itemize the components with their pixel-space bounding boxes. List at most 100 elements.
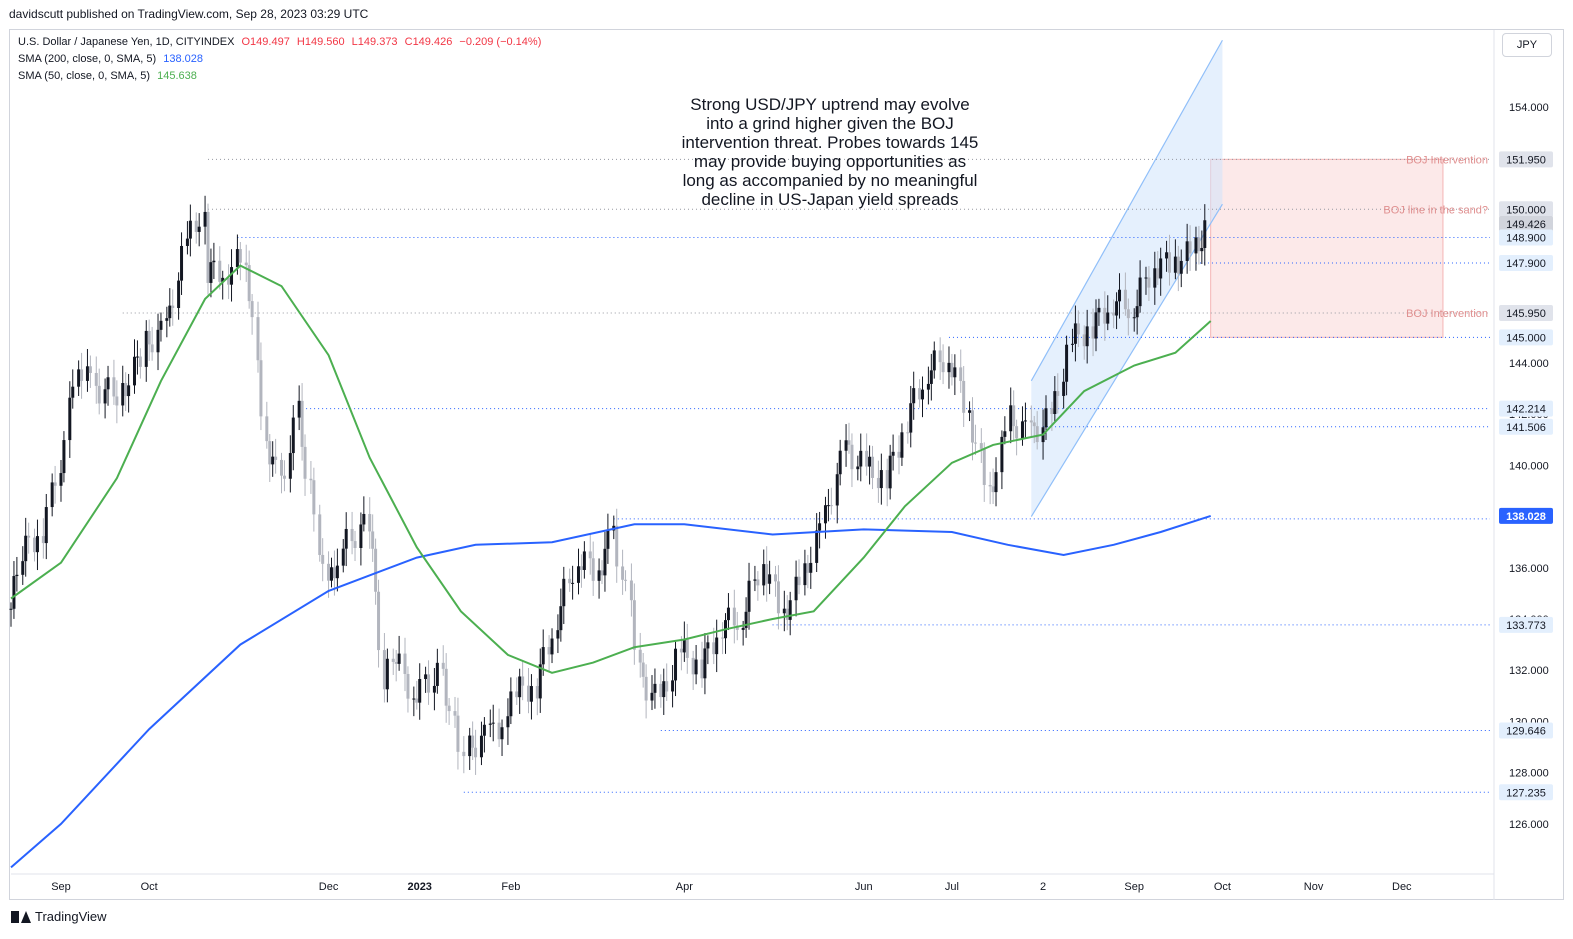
symbol-name[interactable]: U.S. Dollar / Japanese Yen, 1D, CITYINDE… — [18, 36, 235, 48]
candle-body — [15, 574, 19, 577]
candle-body — [197, 226, 201, 232]
candle-body — [521, 676, 525, 686]
candle-body — [700, 659, 704, 679]
y-tick-label: 128.000 — [1509, 768, 1549, 780]
candle-body — [1194, 237, 1198, 254]
candle-body — [829, 505, 833, 507]
candle-body — [403, 653, 407, 674]
candle-body — [9, 608, 13, 610]
open-value: O149.497 — [241, 36, 290, 48]
candle-body — [950, 362, 954, 378]
footer-brand[interactable]: TradingView — [11, 909, 107, 924]
candle-body — [806, 563, 810, 573]
candle-body — [462, 751, 466, 757]
candle-body — [41, 536, 45, 544]
candle-body — [582, 551, 586, 570]
candle-body — [394, 661, 398, 664]
candle-body — [80, 369, 84, 381]
annotation-line: intervention threat. Probes towards 145 — [681, 133, 979, 152]
candle-body — [318, 514, 322, 555]
candle-body — [1106, 312, 1110, 324]
candle-body — [906, 432, 910, 434]
candle-body — [180, 245, 184, 281]
candle-body — [238, 249, 242, 263]
candle-body — [332, 567, 336, 579]
candle-body — [1126, 309, 1130, 319]
candle-body — [1135, 306, 1139, 318]
chart-legend: U.S. Dollar / Japanese Yen, 1D, CITYINDE… — [18, 34, 545, 85]
candle-body — [344, 528, 348, 549]
price-tag-label: 133.773 — [1506, 620, 1546, 632]
candle-body — [953, 367, 957, 378]
candle-body — [1112, 312, 1116, 316]
price-tag-bg — [1499, 616, 1553, 633]
price-tag-label: 127.235 — [1506, 787, 1546, 799]
candle-body — [488, 723, 492, 725]
sma200-line — [10, 514, 1212, 869]
candle-body — [321, 554, 325, 564]
candle-body — [77, 369, 81, 387]
candle-body — [353, 541, 357, 548]
candle-body — [650, 692, 654, 701]
candle-body — [500, 727, 504, 740]
candle-body — [1003, 431, 1007, 437]
candle-body — [865, 450, 869, 467]
candle-body — [962, 380, 966, 413]
candle-body — [818, 523, 822, 531]
candle-body — [280, 459, 284, 476]
candle-body — [444, 668, 448, 706]
price-tag-bg — [1499, 507, 1553, 524]
candle-body — [1118, 289, 1122, 302]
currency-button[interactable]: JPY — [1502, 33, 1552, 57]
candle-body — [71, 386, 75, 398]
candle-body — [506, 716, 510, 728]
sma200-legend-row[interactable]: SMA (200, close, 0, SMA, 5) 138.028 — [18, 51, 545, 68]
candle-body — [44, 507, 48, 544]
chart-frame[interactable] — [9, 29, 1564, 900]
candle-body — [1044, 408, 1048, 428]
candle-body — [706, 642, 710, 649]
candle-body — [209, 262, 213, 283]
candle-body — [741, 627, 745, 630]
candle-body — [726, 607, 730, 621]
candle-body — [541, 647, 545, 665]
candle-body — [679, 648, 683, 653]
candle-body — [391, 658, 395, 662]
candle-body — [497, 722, 501, 740]
candle-body — [891, 451, 895, 456]
price-tag-label: 150.000 — [1506, 204, 1546, 216]
candle-body — [1115, 301, 1119, 316]
candle-body — [941, 362, 945, 373]
candle-body — [826, 505, 830, 507]
chart-annotation[interactable]: Strong USD/JPY uptrend may evolve into a… — [655, 95, 1005, 209]
candle-body — [938, 350, 942, 363]
candle-body — [1200, 247, 1204, 252]
published-header: davidscutt published on TradingView.com,… — [9, 7, 369, 21]
candle-body — [1094, 312, 1098, 339]
candle-body — [912, 388, 916, 404]
candle-body — [1050, 408, 1054, 415]
candle-body — [341, 548, 345, 566]
candle-body — [979, 443, 983, 449]
candle-body — [479, 735, 483, 758]
price-tag-bg — [1499, 229, 1553, 246]
candle-body — [765, 564, 769, 584]
candle-body — [271, 456, 275, 465]
candle-body — [12, 576, 16, 609]
price-tag-label: 141.506 — [1506, 422, 1546, 434]
candle-body — [474, 747, 478, 758]
candle-body — [982, 448, 986, 485]
candle-body — [1168, 252, 1172, 273]
candle-body — [156, 329, 160, 353]
candle-body — [124, 383, 128, 397]
candle-body — [868, 456, 872, 467]
sma50-legend-row[interactable]: SMA (50, close, 0, SMA, 5) 145.638 — [18, 68, 545, 85]
price-tag-bg — [1499, 722, 1553, 739]
level-note: BOJ Intervention — [1406, 154, 1488, 166]
x-tick-label: Apr — [676, 881, 693, 893]
x-tick-label: Nov — [1304, 881, 1324, 893]
candle-body — [844, 440, 848, 451]
candle-body — [703, 648, 707, 679]
candle-body — [194, 220, 198, 232]
